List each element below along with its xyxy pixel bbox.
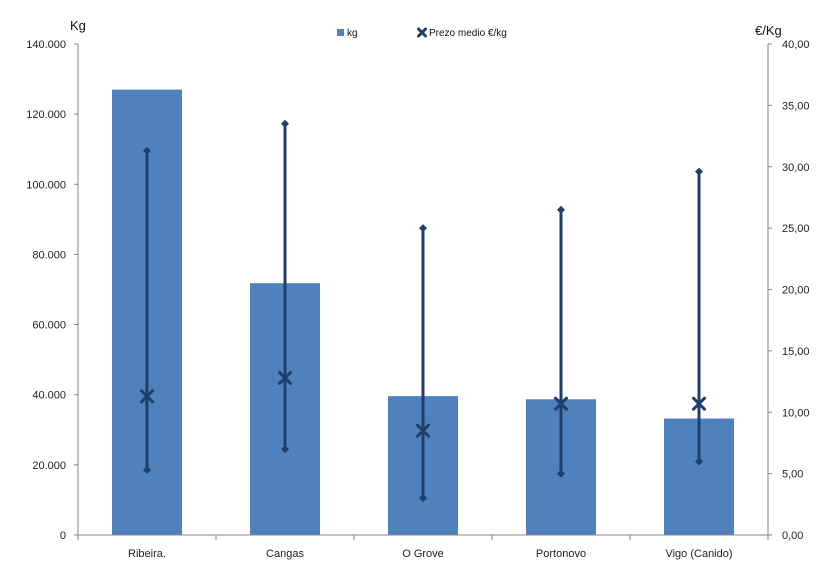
price-min-marker-0 bbox=[143, 465, 151, 474]
legend-price-label: Prezo medio €/kg bbox=[429, 28, 507, 39]
legend-x-icon bbox=[417, 27, 427, 38]
left-tick-label: 40.000 bbox=[32, 390, 66, 402]
right-tick-label: 40,00 bbox=[782, 39, 810, 51]
legend: kg Prezo medio €/kg bbox=[337, 27, 507, 39]
right-tick-label: 5,00 bbox=[782, 469, 803, 481]
left-axis-title: Kg bbox=[70, 18, 86, 33]
right-axis-title: €/Kg bbox=[755, 23, 782, 38]
labels-layer: Kg €/Kg bbox=[70, 18, 782, 38]
legend-kg-swatch bbox=[337, 29, 344, 36]
left-tick-label: 120.000 bbox=[26, 109, 66, 121]
x-tick-label: Portonovo bbox=[536, 548, 586, 560]
price-max-marker-4 bbox=[695, 167, 703, 176]
price-mean-marker-2 bbox=[416, 423, 430, 438]
price-min-marker-2 bbox=[419, 494, 427, 503]
price-mean-marker-0 bbox=[140, 389, 154, 404]
x-tick-label: Vigo (Canido) bbox=[665, 548, 732, 560]
left-tick-label: 20.000 bbox=[32, 460, 66, 472]
right-tick-label: 15,00 bbox=[782, 346, 810, 358]
price-max-marker-2 bbox=[419, 224, 427, 233]
right-tick-label: 10,00 bbox=[782, 407, 810, 419]
right-tick-label: 20,00 bbox=[782, 285, 810, 297]
left-tick-label: 100.000 bbox=[26, 179, 66, 191]
price-min-marker-1 bbox=[281, 445, 289, 454]
axes-layer: 0 20.000 40.000 60.000 80.000 100.000 120.000 1… bbox=[26, 39, 809, 560]
price-max-marker-3 bbox=[557, 205, 565, 214]
x-tick-label: O Grove bbox=[402, 548, 444, 560]
price-mean-marker-1 bbox=[278, 370, 292, 385]
price-max-marker-0 bbox=[143, 146, 151, 155]
left-tick-label: 80.000 bbox=[32, 249, 66, 261]
price-mean-marker-4 bbox=[692, 396, 706, 411]
legend-price-marker bbox=[417, 27, 427, 38]
right-tick-label: 0,00 bbox=[782, 530, 803, 542]
price-min-marker-4 bbox=[695, 457, 703, 466]
hilo-layer bbox=[140, 119, 706, 503]
legend-kg-label: kg bbox=[347, 28, 358, 39]
price-mean-marker-3 bbox=[554, 396, 568, 411]
x-tick-label: Ribeira. bbox=[128, 548, 166, 560]
left-tick-label: 60.000 bbox=[32, 320, 66, 332]
left-tick-label: 140.000 bbox=[26, 39, 66, 51]
right-tick-label: 30,00 bbox=[782, 162, 810, 174]
left-tick-label: 0 bbox=[60, 530, 66, 542]
price-min-marker-3 bbox=[557, 469, 565, 478]
price-max-marker-1 bbox=[281, 119, 289, 128]
right-tick-label: 25,00 bbox=[782, 223, 810, 235]
x-tick-label: Cangas bbox=[266, 548, 304, 560]
right-tick-label: 35,00 bbox=[782, 100, 810, 112]
